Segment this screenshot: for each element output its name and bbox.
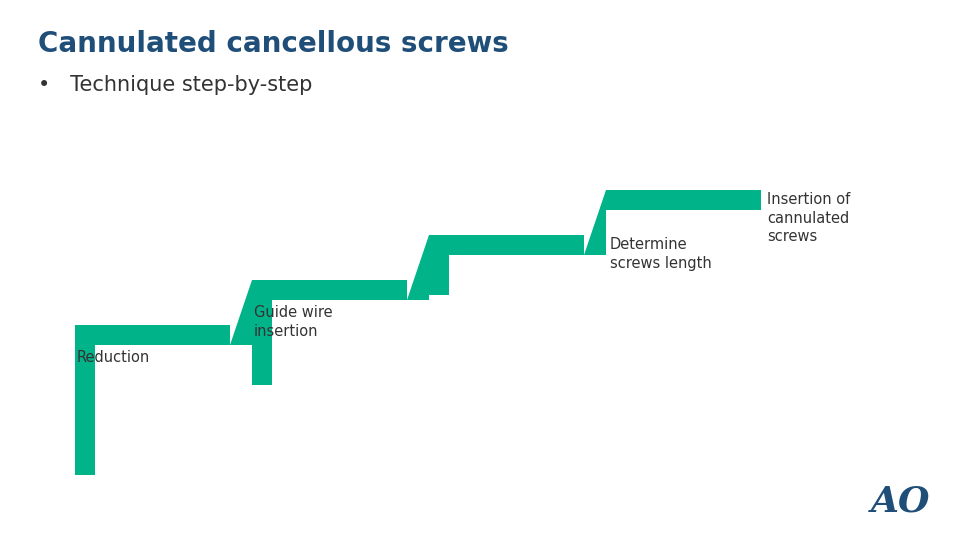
Text: Cannulated cancellous screws: Cannulated cancellous screws xyxy=(38,30,509,58)
Text: Reduction: Reduction xyxy=(77,350,151,365)
Text: Insertion of
cannulated
screws: Insertion of cannulated screws xyxy=(767,192,851,244)
Bar xyxy=(252,280,407,300)
Polygon shape xyxy=(584,190,606,255)
Text: •   Technique step-by-step: • Technique step-by-step xyxy=(38,75,312,95)
Bar xyxy=(606,190,761,210)
Text: Guide wire
insertion: Guide wire insertion xyxy=(254,305,332,339)
Text: Determine
screws length: Determine screws length xyxy=(610,237,711,271)
Polygon shape xyxy=(230,280,252,345)
Text: AO: AO xyxy=(871,484,930,518)
Bar xyxy=(75,345,95,475)
Bar xyxy=(429,235,584,255)
Polygon shape xyxy=(407,235,429,300)
Bar xyxy=(252,300,272,385)
Bar xyxy=(75,325,230,345)
Bar xyxy=(429,255,449,295)
